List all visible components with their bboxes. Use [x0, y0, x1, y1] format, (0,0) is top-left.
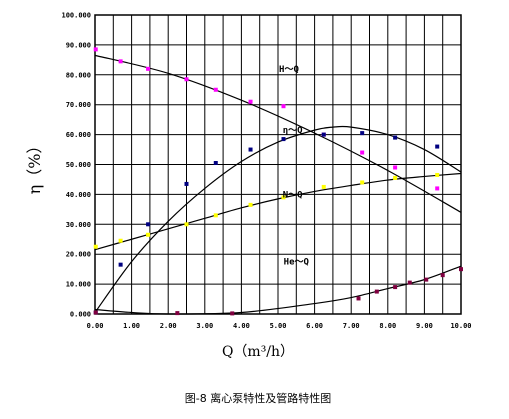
data-point: [281, 137, 286, 142]
plot-border: [94, 14, 462, 315]
data-point: [281, 195, 286, 200]
data-point: [230, 311, 235, 316]
data-point: [374, 289, 379, 294]
y-tick-labels: 0.000 10.000 20.000 30.000 40.000 50.000 60.00…: [61, 12, 91, 319]
x-tick-label: 0.00: [87, 322, 104, 330]
y-tick-label: 10.000: [66, 281, 91, 289]
curve-label-3: He～Q: [284, 258, 310, 268]
data-point: [360, 131, 365, 136]
x-tick-label: 6.00: [306, 322, 323, 330]
plot-frame: [94, 14, 462, 315]
data-point: [281, 104, 286, 109]
x-tick-label: 8.00: [379, 322, 396, 330]
data-point: [118, 59, 123, 64]
data-point: [321, 184, 326, 189]
series-curve-2: [94, 172, 462, 251]
grid: [94, 14, 462, 315]
data-point: [435, 144, 440, 149]
y-tick-label: 0.000: [70, 311, 91, 319]
data-point: [248, 99, 253, 104]
series-curve-3: [94, 265, 462, 315]
x-tick-label: 4.00: [233, 322, 250, 330]
data-point: [440, 273, 445, 278]
data-point: [213, 87, 218, 92]
x-axis-title: Q（m³/h）: [222, 344, 294, 360]
data-point: [248, 147, 253, 152]
y-tick-label: 30.000: [66, 221, 91, 229]
data-point: [393, 285, 398, 290]
data-point: [435, 186, 440, 191]
data-point: [175, 311, 180, 316]
curve-label-0: H～Q: [279, 65, 299, 75]
y-tick-label: 20.000: [66, 251, 91, 259]
data-point: [184, 77, 189, 82]
data-point: [407, 280, 412, 285]
data-point: [321, 132, 326, 137]
data-point: [93, 47, 98, 52]
data-point: [424, 277, 429, 282]
data-point: [93, 310, 98, 315]
x-tick-label: 2.00: [160, 322, 177, 330]
curve-label-2: N～Q: [283, 190, 303, 200]
x-tick-label: 9.00: [416, 322, 433, 330]
data-point: [146, 232, 151, 237]
y-tick-label: 60.000: [66, 131, 91, 139]
data-point: [393, 175, 398, 180]
x-tick-label: 3.00: [196, 322, 213, 330]
y-axis-title: η（%）: [25, 138, 44, 195]
series-curve-1: [94, 125, 462, 313]
data-point: [393, 165, 398, 170]
series-curves: [94, 54, 462, 315]
data-point: [248, 202, 253, 207]
y-tick-label: 100.000: [61, 12, 91, 20]
data-point: [93, 244, 98, 249]
data-point: [360, 180, 365, 185]
x-tick-label: 7.00: [343, 322, 360, 330]
data-point: [118, 238, 123, 243]
y-tick-label: 50.000: [66, 161, 91, 169]
data-point: [393, 135, 398, 140]
data-point: [184, 222, 189, 227]
data-point: [213, 213, 218, 218]
x-tick-labels: 0.00 1.00 2.00 3.00 4.00 5.00 6.00 7.00 8.00 9.00…: [87, 322, 472, 330]
x-tick-label: 10.00: [450, 322, 471, 330]
curve-labels: H～Q η～Q N～Q He～Q: [279, 65, 309, 268]
data-point: [459, 267, 463, 272]
data-point: [360, 150, 365, 155]
y-tick-label: 80.000: [66, 71, 91, 79]
y-tick-label: 40.000: [66, 191, 91, 199]
series-markers: [93, 47, 463, 316]
data-point: [356, 296, 361, 301]
data-point: [118, 262, 123, 267]
series-curve-0: [94, 54, 462, 213]
curve-label-1: η～Q: [283, 126, 303, 136]
data-point: [213, 161, 218, 166]
data-point: [146, 66, 151, 71]
figure-caption: 图-8 离心泵特性及管路特性图: [185, 391, 331, 405]
y-tick-label: 90.000: [66, 41, 91, 49]
data-point: [146, 222, 151, 227]
y-tick-label: 70.000: [66, 101, 91, 109]
data-point: [184, 181, 189, 186]
x-tick-label: 1.00: [123, 322, 140, 330]
data-point: [435, 172, 440, 177]
x-tick-label: 5.00: [270, 322, 287, 330]
